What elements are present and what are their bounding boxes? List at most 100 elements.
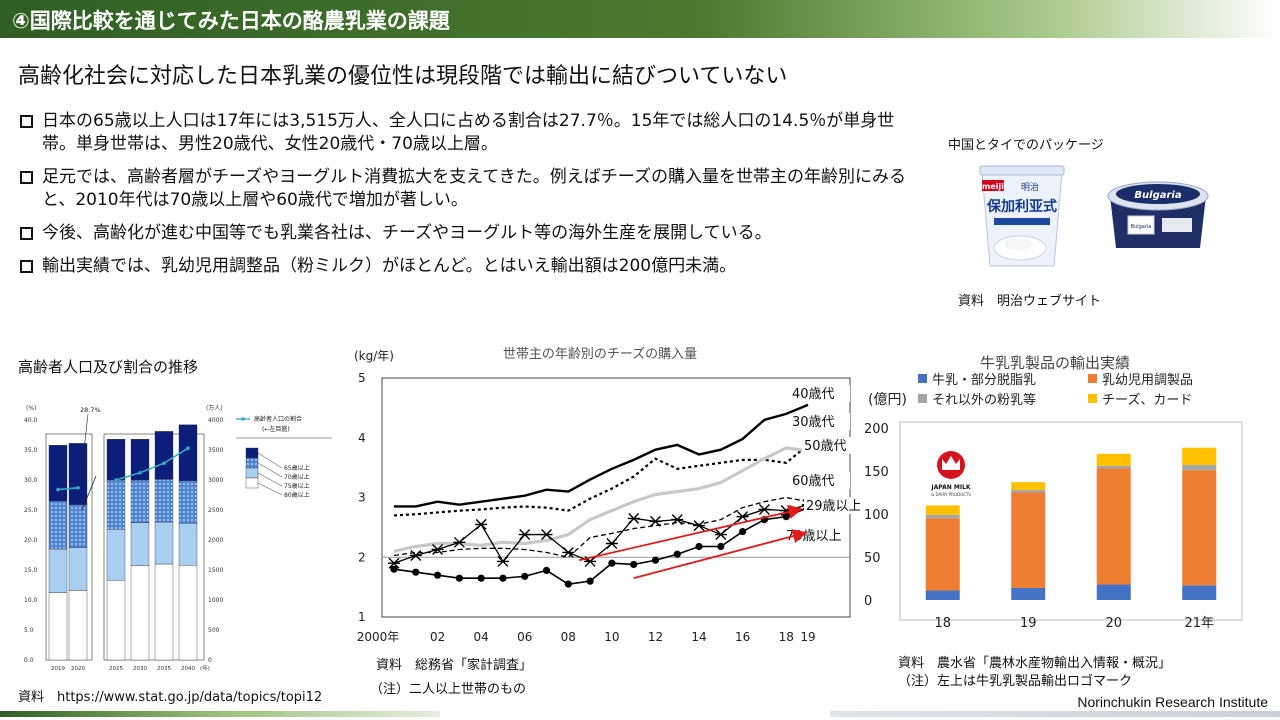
population-chart: (%) (万人) 40.0 35.0 30.0 25.0 20.0 15.0 10.0 5.0 0.… <box>24 405 332 672</box>
population-ratio-point <box>162 461 166 465</box>
cheese-point-marker <box>671 514 684 526</box>
cheese-x-tick-label: 18 <box>779 630 794 644</box>
population-source: 資料 https://www.stat.go.jp/data/topics/to… <box>18 690 323 705</box>
export-bar-segment <box>1182 464 1217 471</box>
population-y-right-tick: 3500 <box>208 447 223 454</box>
cheese-point-marker <box>717 542 725 551</box>
cheese-point-marker <box>540 529 553 541</box>
cheese-point-marker <box>455 574 463 582</box>
population-callout-line <box>81 475 97 511</box>
cheese-point-marker <box>562 546 575 558</box>
product1-text: 保加利亚式 <box>986 198 1057 215</box>
export-y-tick-label: 200 <box>864 422 889 437</box>
cheese-series-line <box>393 444 809 517</box>
population-bar-segment <box>154 563 174 661</box>
cheese-point-marker <box>409 549 422 561</box>
meiji-logo: meiji <box>982 182 1004 191</box>
cheese-point-marker <box>586 577 594 585</box>
bullet-text: 輸出実績では、乳幼児用調整品（粉ミルク）がほとんど。とはいえ輸出額は200億円未… <box>42 256 737 276</box>
bullet-list: 日本の65歳以上人口は17年には3,515万人、全人口に占める割合は27.7％。… <box>20 110 925 288</box>
population-left-unit: (%) <box>26 405 36 412</box>
cheese-series-label-bg <box>790 472 850 489</box>
population-bar-segment <box>48 445 68 502</box>
population-legend-swatch <box>245 477 259 489</box>
product1-name: 明治 <box>1021 181 1039 193</box>
japan-milk-logo-sub: & DAIRY PRODUCTS <box>931 492 971 497</box>
cheese-point-marker <box>412 568 420 576</box>
export-bar-segment <box>1182 447 1217 465</box>
population-ratio-point <box>56 487 60 492</box>
cheese-point-marker <box>630 560 638 569</box>
population-x-tick-label: 2030 <box>133 666 147 672</box>
population-bar-segment <box>130 479 150 523</box>
export-bar-segment <box>1096 468 1131 585</box>
population-x-tick-label: 2019 <box>51 666 65 672</box>
export-legend-swatch <box>1088 374 1097 383</box>
cheese-series-line <box>394 403 809 508</box>
cheese-x-tick-label: 10 <box>604 630 619 644</box>
population-legend-leader <box>257 482 283 496</box>
population-x-tick-label: 2020 <box>71 666 85 672</box>
population-right-unit: (万人) <box>206 405 223 412</box>
checkbox-square-icon <box>20 171 33 184</box>
bullet-text: 足元では、高齢者層がチーズやヨーグルト消費拡大を支えてきた。例えばチーズの購入量… <box>42 167 906 210</box>
cheese-point-marker <box>499 574 507 582</box>
population-bar-segment <box>68 590 88 661</box>
population-bar-segment <box>48 548 68 593</box>
cheese-point-marker <box>714 529 727 541</box>
population-y-left-tick: 10.0 <box>24 597 38 604</box>
cheese-y-tick-label: 4 <box>358 431 366 445</box>
population-x-suffix: (年) <box>200 664 210 672</box>
cheese-point-marker <box>475 518 488 530</box>
trend-arrow <box>633 529 808 580</box>
crown-icon <box>942 456 960 470</box>
cheese-x-tick-label: 04 <box>474 630 489 644</box>
population-ratio-point <box>186 446 190 450</box>
export-x-tick-label: 21年 <box>1184 616 1214 631</box>
population-legend-label: 70歳以上 <box>284 473 310 481</box>
cheese-series-label-bg <box>802 437 860 454</box>
population-y-left-tick: 40.0 <box>24 417 38 424</box>
cheese-series-label: 30歳代 <box>792 415 835 430</box>
export-y-tick-label: 50 <box>864 551 881 566</box>
cheese-point-marker <box>782 513 790 521</box>
population-legend-label: 75歳以上 <box>284 482 310 490</box>
product2-brand: Bulgaria <box>1134 190 1181 201</box>
checkbox-square-icon <box>20 260 33 273</box>
export-legend-swatch <box>918 394 927 403</box>
trend-arrow <box>579 504 803 562</box>
population-y-right-tick: 0 <box>208 657 212 664</box>
cheese-point-marker <box>627 512 640 524</box>
package-title: 中国とタイでのパッケージ <box>948 138 1104 153</box>
cheese-chart-title: 世帯主の年齢別のチーズの購入量 <box>503 346 697 362</box>
population-bar-segment <box>130 439 150 481</box>
bullet-item: 今後、高齢化が進む中国等でも乳業各社は、チーズやヨーグルト等の海外生産を展開して… <box>20 222 925 245</box>
bullet-text: 今後、高齢化が進む中国等でも乳業各社は、チーズやヨーグルト等の海外生産を展開して… <box>42 223 772 243</box>
export-bar-segment <box>925 590 960 600</box>
population-legend-label: 80歳以上 <box>284 491 310 499</box>
population-y-right-tick: 3000 <box>208 477 223 484</box>
population-y-right-tick: 2500 <box>208 507 223 514</box>
cheese-y-tick-label: 5 <box>358 371 366 385</box>
export-bar-segment <box>1096 584 1131 600</box>
export-legend-label: チーズ、カード <box>1102 392 1192 408</box>
cheese-series-label: 60歳代 <box>792 474 835 489</box>
checkbox-square-icon <box>20 227 33 240</box>
cheese-point-marker <box>390 565 398 573</box>
population-y-left-tick: 5.0 <box>24 627 34 634</box>
cheese-series-label-bg <box>790 385 850 402</box>
bullet-item: 輸出実績では、乳幼児用調整品（粉ミルク）がほとんど。とはいえ輸出額は200億円未… <box>20 255 925 278</box>
cheese-note: （注）二人以上世帯のもの <box>370 682 527 697</box>
population-title: 高齢者人口及び割合の推移 <box>18 358 199 376</box>
cheese-point-marker <box>477 574 485 582</box>
cheese-series-label: 40歳代 <box>792 387 835 402</box>
export-y-unit: (億円) <box>868 392 907 408</box>
population-bar-segment <box>154 479 174 523</box>
package-images: meiji 明治 保加利亚式 Bulgaria Bulgaria <box>979 165 1209 267</box>
population-ratio-label: 28.7% <box>80 406 101 414</box>
yogurt-cup-image: meiji 明治 保加利亚式 <box>979 165 1065 267</box>
population-bar-segment <box>106 439 126 481</box>
cheese-point-marker <box>433 571 442 579</box>
export-bar-segment <box>1182 585 1217 600</box>
export-plot-frame <box>899 421 1243 621</box>
